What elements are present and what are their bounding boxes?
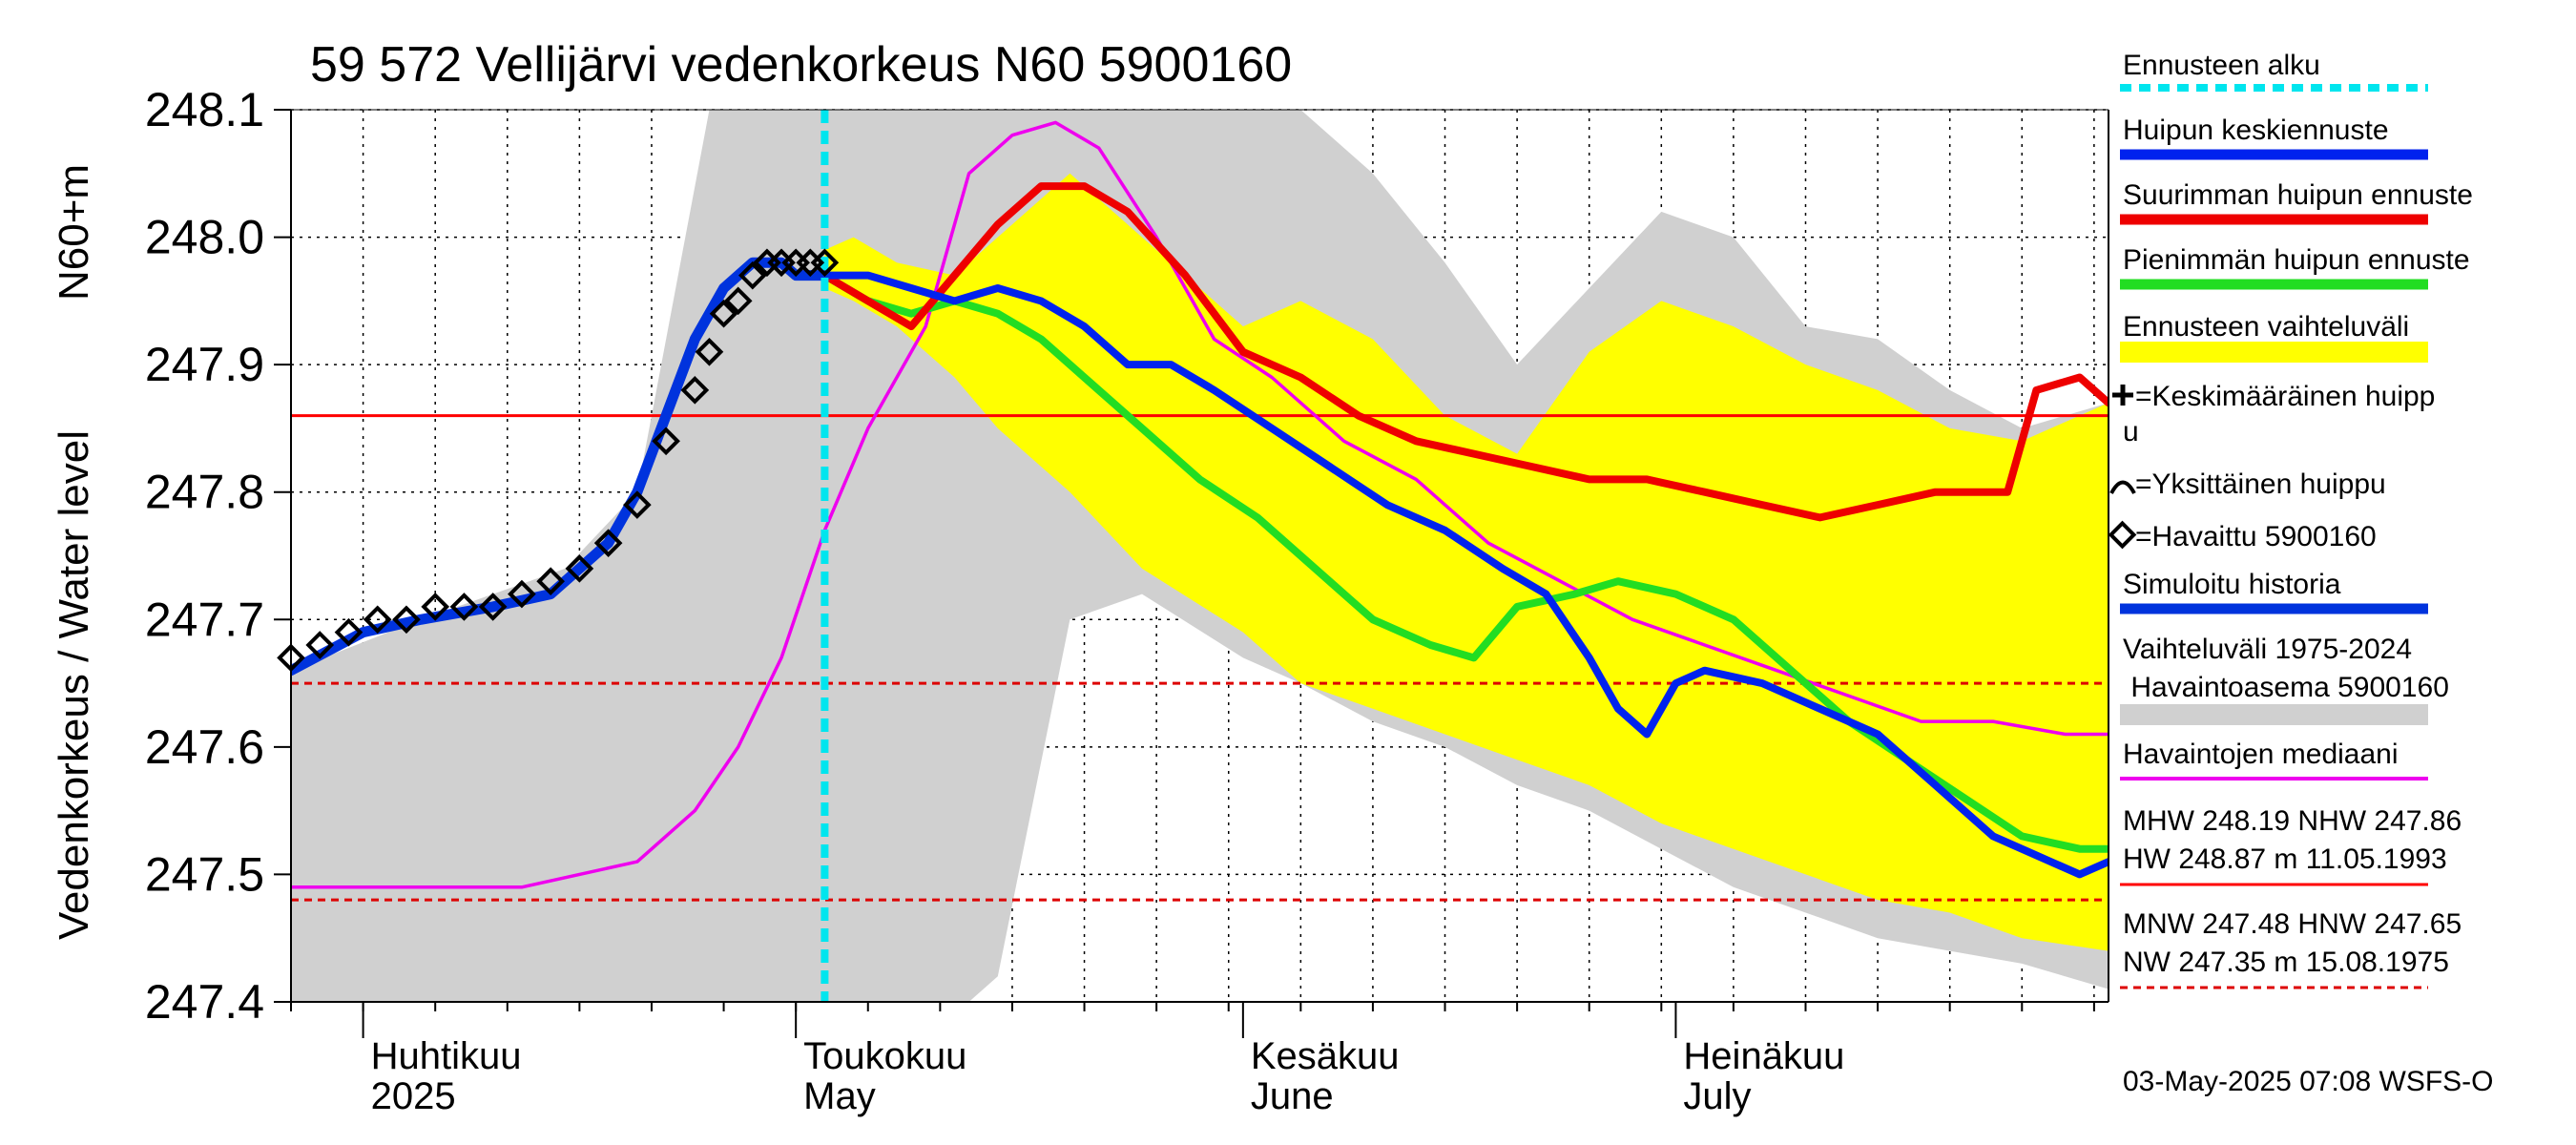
observation-point bbox=[334, 617, 364, 647]
legend-label-historical-station: Havaintoasema 5900160 bbox=[2123, 672, 2449, 703]
observation-point bbox=[623, 490, 652, 519]
x-month-label-en: May bbox=[803, 1075, 876, 1117]
legend-label-forecast-start: Ennusteen alku bbox=[2123, 50, 2320, 81]
legend-stats-low-1: MNW 247.48 HNW 247.65 bbox=[2123, 908, 2462, 940]
observation-point bbox=[709, 299, 738, 328]
observation-point bbox=[449, 593, 479, 621]
plus-icon bbox=[2112, 385, 2133, 406]
x-month-label-en: July bbox=[1683, 1075, 1751, 1117]
legend-stats-high-2: HW 248.87 m 11.05.1993 bbox=[2123, 843, 2447, 875]
legend: Ennusteen alku Huipun keskiennuste Suuri… bbox=[2108, 50, 2473, 989]
observation-point bbox=[536, 567, 565, 596]
legend-label-observed: =Havaittu 5900160 bbox=[2135, 521, 2377, 552]
axes: 247.4 247.5 247.6 247.7 247.8 247.9 248.0 248.1… bbox=[145, 83, 2109, 1117]
x-month-label: Huhtikuu bbox=[371, 1035, 522, 1077]
y-axis-unit: N60+m bbox=[51, 164, 97, 301]
y-tick-label: 248.0 bbox=[145, 211, 264, 264]
observation-point bbox=[478, 593, 508, 621]
y-tick-label: 247.8 bbox=[145, 466, 264, 519]
legend-stats-low-2: NW 247.35 m 15.08.1975 bbox=[2123, 947, 2449, 978]
observation-point bbox=[723, 286, 753, 316]
observation-point bbox=[392, 605, 421, 635]
timestamp-footer: 03-May-2025 07:08 WSFS-O bbox=[2123, 1066, 2494, 1097]
y-tick-label: 247.7 bbox=[145, 593, 264, 646]
series-line bbox=[291, 120, 2109, 889]
observation-point bbox=[421, 593, 450, 621]
legend-label-mean-peak: Huipun keskiennuste bbox=[2123, 114, 2389, 146]
y-axis-label: Vedenkorkeus / Water level bbox=[51, 430, 97, 940]
y-tick-label: 247.5 bbox=[145, 847, 264, 901]
chart-title: 59 572 Vellijärvi vedenkorkeus N60 59001… bbox=[310, 37, 1292, 93]
observation-point bbox=[363, 605, 392, 635]
observation-point bbox=[593, 529, 623, 557]
observation-point bbox=[565, 554, 594, 583]
observation-point bbox=[810, 248, 840, 278]
y-tick-label: 247.4 bbox=[145, 975, 264, 1029]
legend-label-single-peak: =Yksittäinen huippu bbox=[2135, 468, 2386, 500]
x-month-label-en: 2025 bbox=[371, 1075, 456, 1117]
arc-icon bbox=[2109, 480, 2136, 494]
series-line bbox=[821, 271, 2109, 879]
legend-label-average-peak-cont: u bbox=[2123, 416, 2139, 448]
diamond-icon bbox=[2108, 520, 2137, 550]
observation-point bbox=[652, 427, 680, 456]
x-month-label: Heinäkuu bbox=[1683, 1035, 1844, 1077]
y-tick-label: 247.9 bbox=[145, 338, 264, 391]
observation-point bbox=[305, 631, 335, 659]
legend-stats-high-1: MHW 248.19 NHW 247.86 bbox=[2123, 805, 2462, 837]
x-month-label-en: June bbox=[1251, 1075, 1334, 1117]
series-line bbox=[821, 182, 2109, 522]
legend-label-historical-range: Vaihteluväli 1975-2024 bbox=[2123, 634, 2412, 665]
observation-point bbox=[695, 337, 724, 366]
observation-point bbox=[680, 376, 710, 405]
y-tick-label: 247.6 bbox=[145, 720, 264, 774]
legend-label-simulated: Simuloitu historia bbox=[2123, 569, 2341, 600]
legend-swatch-historical-range bbox=[2120, 704, 2428, 725]
legend-label-min-peak: Pienimmän huipun ennuste bbox=[2123, 244, 2470, 276]
observation-point bbox=[737, 260, 767, 290]
legend-swatch-forecast-range bbox=[2120, 342, 2428, 363]
range-bands bbox=[291, 110, 2109, 1002]
observation-point bbox=[508, 579, 536, 609]
x-month-label: Toukokuu bbox=[803, 1035, 966, 1077]
x-month-label: Kesäkuu bbox=[1251, 1035, 1400, 1077]
legend-label-max-peak: Suurimman huipun ennuste bbox=[2123, 179, 2473, 211]
legend-label-forecast-range: Ennusteen vaihteluväli bbox=[2123, 311, 2409, 343]
legend-label-average-peak: =Keskimääräinen huipp bbox=[2135, 381, 2435, 412]
y-tick-label: 248.1 bbox=[145, 83, 264, 136]
observation-markers bbox=[277, 248, 840, 673]
legend-label-median: Havaintojen mediaani bbox=[2123, 739, 2399, 770]
